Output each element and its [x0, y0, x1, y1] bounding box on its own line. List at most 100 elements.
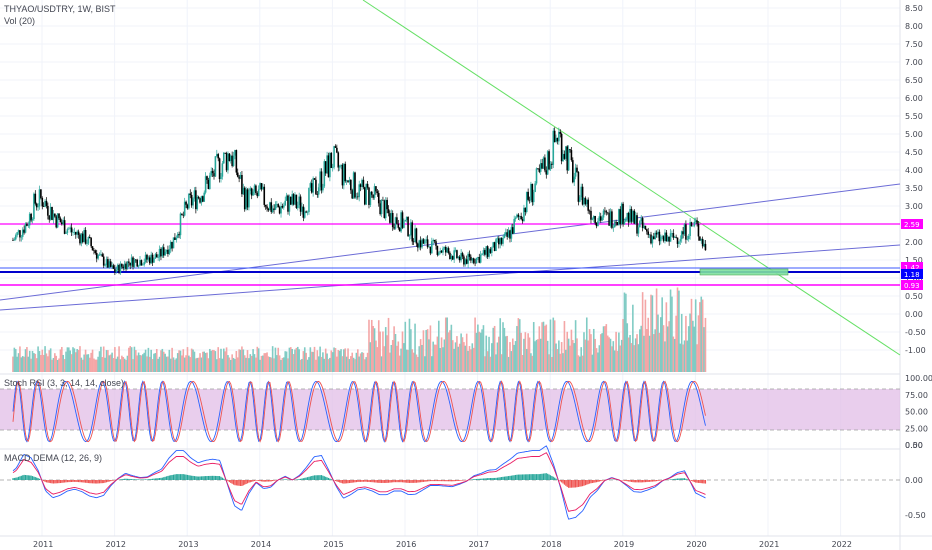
macd-histogram-bar	[425, 480, 427, 482]
stoch-legend[interactable]: Stoch RSI (3, 3, 14, 14, close)	[4, 378, 125, 388]
macd-histogram-bar	[559, 480, 561, 482]
macd-histogram-bar	[632, 480, 634, 483]
volume-bar	[72, 347, 74, 372]
macd-histogram-bar	[272, 480, 274, 482]
candle-body	[496, 238, 499, 240]
candle-body	[362, 179, 365, 188]
candle-body	[665, 232, 668, 242]
macd-histogram-bar	[461, 480, 464, 481]
volume-bar	[514, 341, 517, 372]
volume-bar	[112, 358, 115, 372]
volume-bar	[678, 290, 680, 372]
macd-histogram-bar	[156, 478, 158, 480]
macd-histogram-bar	[195, 476, 197, 480]
macd-histogram-bar	[695, 480, 697, 483]
candle-body	[692, 225, 694, 227]
macd-histogram-bar	[119, 479, 122, 480]
volume-bar	[532, 322, 535, 372]
candle-body	[562, 153, 564, 162]
macd-histogram-bar	[216, 475, 218, 480]
candle-body	[598, 216, 601, 222]
volume-bar	[597, 352, 599, 372]
candle-body	[460, 253, 462, 261]
volume-bar	[95, 359, 98, 372]
candle-body	[672, 233, 675, 238]
macd-histogram-bar	[110, 480, 112, 482]
macd-histogram-bar	[679, 478, 681, 480]
macd-histogram-bar	[442, 480, 444, 482]
candle-body	[128, 261, 130, 263]
candle-body	[602, 210, 605, 218]
volume-bar	[221, 358, 224, 372]
candle-body	[274, 204, 277, 210]
volume-bar	[602, 326, 605, 372]
time-axis[interactable]: 2011 2012 2013 2014 2015 2016 2017 2018 2019 2020…	[33, 540, 852, 549]
candle-body	[48, 215, 51, 220]
candle-body	[90, 238, 92, 247]
volume-bar	[137, 352, 140, 372]
volume-bar	[185, 355, 187, 372]
macd-histogram-bar	[189, 475, 191, 480]
candle-body	[308, 187, 310, 213]
volume-bar	[45, 353, 48, 372]
macd-histogram-bar	[443, 480, 445, 482]
volume-bar	[560, 342, 563, 372]
volume-legend[interactable]: Vol (20)	[4, 16, 36, 26]
candle-body	[636, 215, 638, 234]
volume-bar	[49, 348, 52, 372]
volume-bar	[414, 323, 416, 372]
macd-histogram-bar	[357, 480, 359, 482]
macd-histogram-bar	[205, 476, 207, 480]
candle-body	[334, 146, 337, 148]
macd-histogram-bar	[353, 480, 355, 483]
macd-histogram-bar	[594, 480, 596, 483]
macd-histogram-bar	[521, 474, 524, 480]
symbol-legend[interactable]: THYAO/USDTRY, 1W, BIST	[4, 4, 116, 14]
macd-histogram-bar	[446, 480, 448, 482]
macd-histogram-bar	[682, 478, 684, 480]
volume-bar	[397, 341, 400, 372]
volume-bar	[270, 357, 273, 372]
candle-body	[246, 189, 249, 208]
candle-body	[287, 195, 289, 212]
candle-body	[40, 189, 42, 198]
macd-histogram-bar	[524, 474, 526, 480]
macd-histogram-bar	[69, 480, 71, 483]
volume-bar	[507, 356, 510, 372]
macd-histogram-bar	[238, 480, 240, 486]
candle-body	[440, 250, 443, 253]
volume-bar	[644, 299, 647, 372]
candle-body	[41, 197, 44, 207]
candle-body	[516, 214, 518, 218]
macd-histogram-bar	[245, 480, 247, 485]
macd-histogram-bar	[160, 477, 162, 480]
candle-body	[518, 216, 521, 217]
candle-body	[668, 236, 670, 242]
macd-histogram-bar	[284, 479, 286, 480]
macd-histogram-bar	[133, 479, 136, 480]
volume-bar	[190, 348, 193, 372]
candle-body	[337, 152, 340, 168]
volume-bar	[47, 356, 49, 372]
macd-histogram-bar	[27, 475, 29, 480]
candle-body	[91, 246, 94, 251]
volume-bar	[308, 357, 310, 372]
volume-bar	[250, 355, 253, 372]
volume-bar	[123, 358, 126, 372]
candle-body	[361, 179, 363, 187]
candle-body	[471, 258, 474, 261]
volume-bar	[344, 348, 347, 372]
year-tick-label: 2018	[541, 540, 561, 549]
volume-bar	[218, 358, 221, 372]
volume-bar	[13, 347, 16, 372]
macd-histogram-bar	[167, 475, 169, 480]
candle-body	[162, 247, 165, 256]
candle-body	[587, 199, 589, 211]
macd-histogram-bar	[358, 480, 360, 482]
macd-histogram-bar	[51, 480, 53, 484]
macd-histogram-bar	[548, 474, 550, 480]
macd-histogram-bar	[186, 474, 189, 480]
volume-bar	[334, 348, 337, 372]
macd-legend[interactable]: MACD DEMA (12, 26, 9)	[4, 453, 103, 463]
